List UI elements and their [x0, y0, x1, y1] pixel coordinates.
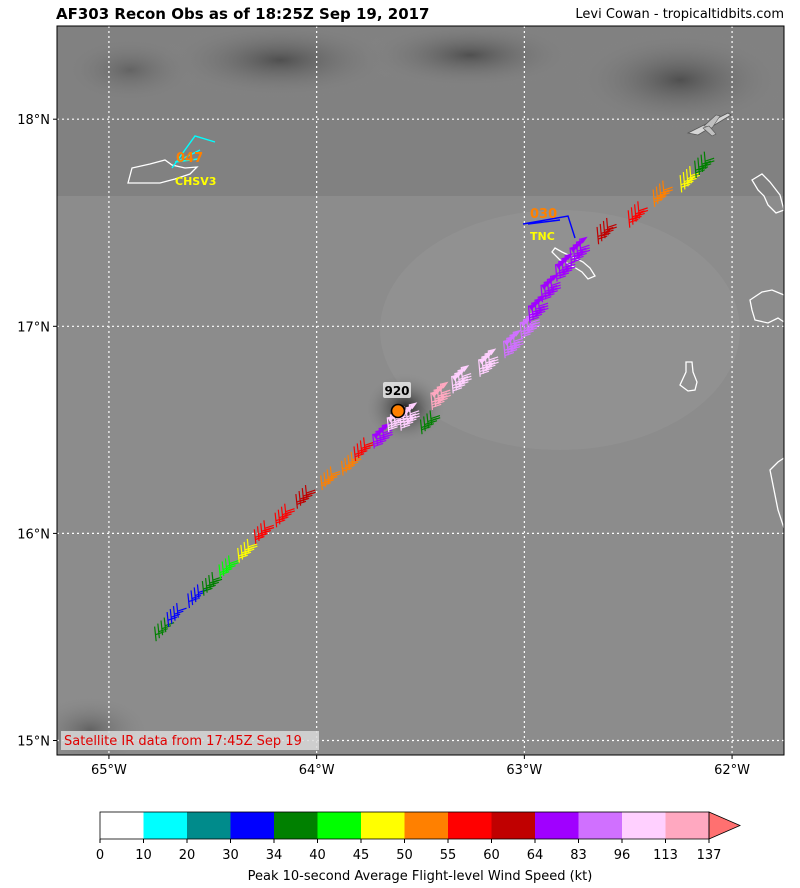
station-value: 030	[530, 207, 557, 222]
plot-frame	[56, 25, 785, 756]
grid-lines	[57, 26, 784, 755]
wind-barb	[478, 348, 499, 377]
colorbar-segment	[361, 812, 405, 839]
colorbar-tick-label: 64	[527, 848, 544, 863]
wind-barb	[652, 180, 674, 208]
station-tnc[interactable]: 030 TNC	[522, 207, 576, 243]
colorbar-segment	[448, 812, 492, 839]
colorbar-segment	[274, 812, 318, 839]
colorbar-tick-label: 45	[353, 848, 370, 863]
wind-barb	[502, 329, 524, 359]
station-id-label: TNC	[530, 230, 555, 243]
colorbar-segment	[578, 812, 622, 839]
wind-barb	[430, 381, 451, 410]
aircraft-icon	[686, 112, 732, 137]
wind-barb	[253, 520, 275, 544]
center-marker	[390, 403, 406, 419]
x-tick-label: 63°W	[506, 763, 542, 778]
wind-barb	[187, 584, 208, 609]
colorbar-tick-label: 34	[266, 848, 283, 863]
colorbar-segment	[143, 812, 187, 839]
colorbar: 0 10 20 30 34 40 45 50 55 60 64 83 96 113 137	[96, 811, 742, 863]
colorbar-tick-label: 55	[440, 848, 457, 863]
wind-barb	[540, 273, 562, 303]
y-tick-label: 17°N	[17, 320, 50, 335]
x-tick-label: 62°W	[714, 763, 750, 778]
wind-barb	[340, 451, 362, 476]
credit-text: Levi Cowan - tropicaltidbits.com	[575, 7, 784, 22]
wind-barb	[569, 236, 591, 266]
wind-barbs-layer	[154, 151, 715, 642]
wind-barb	[320, 466, 341, 491]
wind-barb	[372, 422, 393, 449]
colorbar-segment	[100, 812, 144, 839]
colorbar-segment	[404, 812, 448, 839]
wind-barb	[419, 410, 441, 435]
x-tick-label: 65°W	[91, 763, 127, 778]
colorbar-segment	[622, 812, 666, 839]
wind-barb	[237, 538, 258, 563]
y-tick-label: 16°N	[17, 527, 50, 542]
wind-barb	[166, 603, 187, 627]
wind-barb	[554, 253, 576, 282]
satellite-note-bg	[61, 731, 319, 750]
colorbar-extend-arrow	[708, 811, 742, 840]
colorbar-tick-label: 60	[483, 848, 500, 863]
wind-barb	[451, 365, 472, 394]
colorbar-segment	[187, 812, 231, 839]
station-value: 047	[176, 151, 203, 166]
station-id-label: CHSV3	[175, 175, 216, 188]
x-tick-label: 64°W	[299, 763, 335, 778]
station-wind-barb	[171, 135, 216, 169]
colorbar-segment	[230, 812, 274, 839]
colorbar-tick-label: 30	[222, 848, 239, 863]
wind-barb	[218, 555, 239, 580]
wind-barb	[201, 571, 223, 596]
satellite-note: Satellite IR data from 17:45Z Sep 19	[61, 731, 319, 750]
colorbar-tick-label: 137	[697, 848, 722, 863]
map-title: AF303 Recon Obs as of 18:25Z Sep 19, 201…	[56, 5, 430, 23]
colorbar-segment	[535, 812, 579, 839]
colorbar-tick-label: 0	[96, 848, 104, 863]
colorbar-label: Peak 10-second Average Flight-level Wind…	[248, 869, 593, 884]
pressure-label-bg	[383, 382, 411, 398]
wind-barb	[353, 437, 374, 462]
y-tick-label: 15°N	[17, 735, 50, 750]
station-chsv3[interactable]: 047 CHSV3	[171, 135, 216, 188]
center-pressure-label: 920	[384, 384, 409, 398]
satellite-note-text: Satellite IR data from 17:45Z Sep 19	[64, 734, 302, 749]
wind-barb	[274, 503, 295, 528]
wind-barb	[295, 484, 316, 509]
colorbar-tick-label: 40	[309, 848, 326, 863]
colorbar-tick-label: 50	[396, 848, 413, 863]
satellite-ir-layer	[57, 26, 784, 755]
colorbar-tick-label: 83	[570, 848, 587, 863]
colorbar-tick-label: 20	[179, 848, 196, 863]
wind-barb	[694, 151, 715, 179]
wind-barb	[627, 201, 649, 228]
y-tick-label: 18°N	[17, 113, 50, 128]
wind-barb	[154, 617, 175, 642]
colorbar-tick-label: 96	[614, 848, 631, 863]
colorbar-tick-label: 10	[135, 848, 152, 863]
storm-center[interactable]: 920	[383, 382, 411, 419]
colorbar-segment	[491, 812, 535, 839]
wind-barb	[679, 166, 701, 193]
axis-tick-labels: 65°W 64°W 63°W 62°W 15°N 16°N 17°N 18°N	[17, 113, 750, 778]
station-wind-barb	[522, 215, 576, 239]
colorbar-segment	[665, 812, 709, 839]
colorbar-tick-label: 113	[653, 848, 678, 863]
colorbar-segment	[317, 812, 361, 839]
wind-barb	[596, 217, 617, 245]
